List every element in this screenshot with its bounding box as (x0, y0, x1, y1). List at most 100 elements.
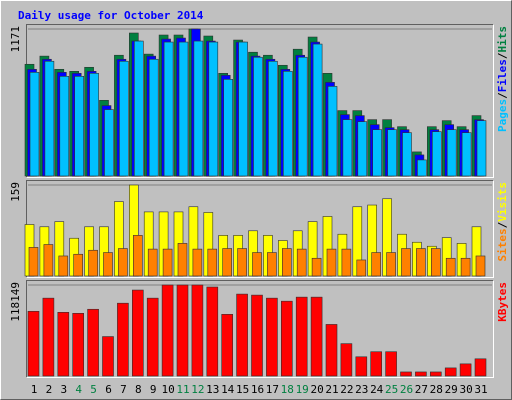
bar (385, 351, 397, 377)
bar (193, 40, 204, 177)
bar (134, 40, 144, 177)
bar (431, 131, 442, 177)
bar (237, 248, 247, 277)
bar (446, 129, 457, 177)
bar (282, 71, 293, 177)
bar (430, 248, 441, 277)
bar (117, 302, 129, 377)
bar (476, 120, 487, 177)
bar (387, 129, 397, 177)
bar (191, 284, 204, 377)
bar (342, 119, 353, 177)
x-tick-label: 8 (135, 383, 142, 396)
bar (356, 259, 367, 277)
bar (266, 297, 278, 377)
legend-separator: / (496, 221, 509, 228)
legend-entry: Files (496, 59, 509, 92)
bar (326, 248, 337, 277)
x-tick-label: 11 (176, 383, 189, 396)
bar (43, 244, 54, 277)
bar (268, 60, 278, 177)
x-tick-label: 13 (206, 383, 219, 396)
bar (253, 56, 263, 177)
bar (222, 248, 232, 277)
bar (146, 297, 159, 377)
x-tick-label: 16 (251, 383, 264, 396)
y-tick-label: 118149 (9, 282, 22, 322)
chart-title: Daily usage for October 2014 (18, 9, 204, 22)
legend-separator: / (496, 52, 509, 59)
legend: Pages/Files/Hits (496, 26, 509, 132)
bar (312, 43, 323, 177)
bar (119, 60, 129, 177)
legend: KBytes (496, 282, 509, 322)
bar (29, 72, 40, 177)
x-tick-label: 28 (430, 383, 443, 396)
bar (460, 257, 471, 277)
x-tick-label: 4 (75, 383, 82, 396)
x-tick-label: 6 (105, 383, 112, 396)
x-tick-label: 18 (281, 383, 294, 396)
bar (207, 248, 218, 277)
x-tick-label: 5 (90, 383, 97, 396)
bar (267, 252, 277, 277)
x-tick-label: 17 (266, 383, 279, 396)
legend: Sites/Visits (496, 182, 509, 262)
bar (59, 76, 70, 177)
bar (445, 257, 456, 277)
x-tick-label: 24 (370, 383, 384, 396)
bar (208, 41, 219, 177)
bar (325, 324, 338, 377)
bar (461, 132, 472, 177)
bar (296, 248, 307, 277)
bar (370, 351, 383, 377)
x-tick-label: 20 (310, 383, 323, 396)
x-tick-label: 3 (60, 383, 67, 396)
bar (311, 257, 322, 277)
bar (415, 371, 427, 377)
x-tick-label: 15 (236, 383, 249, 396)
bar (72, 313, 84, 377)
bar (42, 297, 55, 377)
x-tick-label: 12 (191, 383, 204, 396)
x-tick-label: 31 (474, 383, 487, 396)
y-tick-label: 159 (9, 182, 22, 202)
bar (162, 248, 173, 277)
x-tick-label: 9 (150, 383, 157, 396)
bar (176, 284, 189, 377)
bar (118, 248, 128, 277)
bar (104, 109, 114, 177)
bar (177, 243, 188, 277)
x-tick-label: 19 (296, 383, 309, 396)
bar (402, 132, 412, 177)
x-tick-label: 1 (31, 383, 38, 396)
bar (386, 252, 396, 277)
bar (88, 249, 98, 277)
bar (474, 358, 487, 377)
x-tick-label: 10 (161, 383, 174, 396)
bar (223, 79, 233, 177)
bar (132, 289, 144, 377)
legend-entry: Visits (496, 182, 509, 222)
bar (310, 296, 323, 377)
legend-entry: KBytes (496, 282, 509, 322)
bar (372, 129, 383, 177)
bar (57, 311, 70, 377)
bar (102, 336, 114, 377)
x-tick-label: 26 (400, 383, 413, 396)
bar (236, 293, 248, 377)
legend-entry: Pages (496, 99, 509, 132)
bar (280, 300, 293, 377)
bar (73, 253, 83, 277)
bar (341, 248, 352, 277)
x-tick-label: 25 (385, 383, 398, 396)
bar (28, 247, 39, 277)
bar (429, 371, 442, 377)
bar (475, 255, 486, 277)
bar (459, 363, 472, 377)
bar (147, 248, 158, 277)
bar (58, 255, 69, 277)
